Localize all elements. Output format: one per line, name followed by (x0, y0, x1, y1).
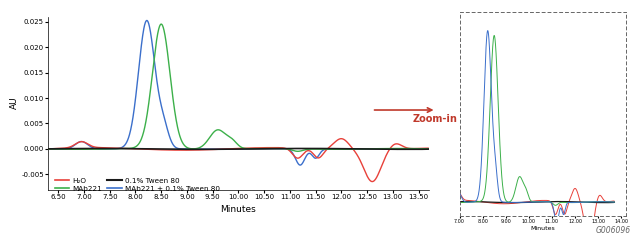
X-axis label: Minutes: Minutes (531, 226, 555, 231)
Y-axis label: AU: AU (10, 97, 19, 109)
Text: Zoom-in: Zoom-in (413, 114, 458, 123)
X-axis label: Minutes: Minutes (221, 205, 256, 214)
Text: G006096: G006096 (595, 226, 630, 235)
Legend: H₂O, MAb221, 0.1% Tween 80, MAb221 + 0.1% Tween 80: H₂O, MAb221, 0.1% Tween 80, MAb221 + 0.1… (52, 175, 223, 195)
